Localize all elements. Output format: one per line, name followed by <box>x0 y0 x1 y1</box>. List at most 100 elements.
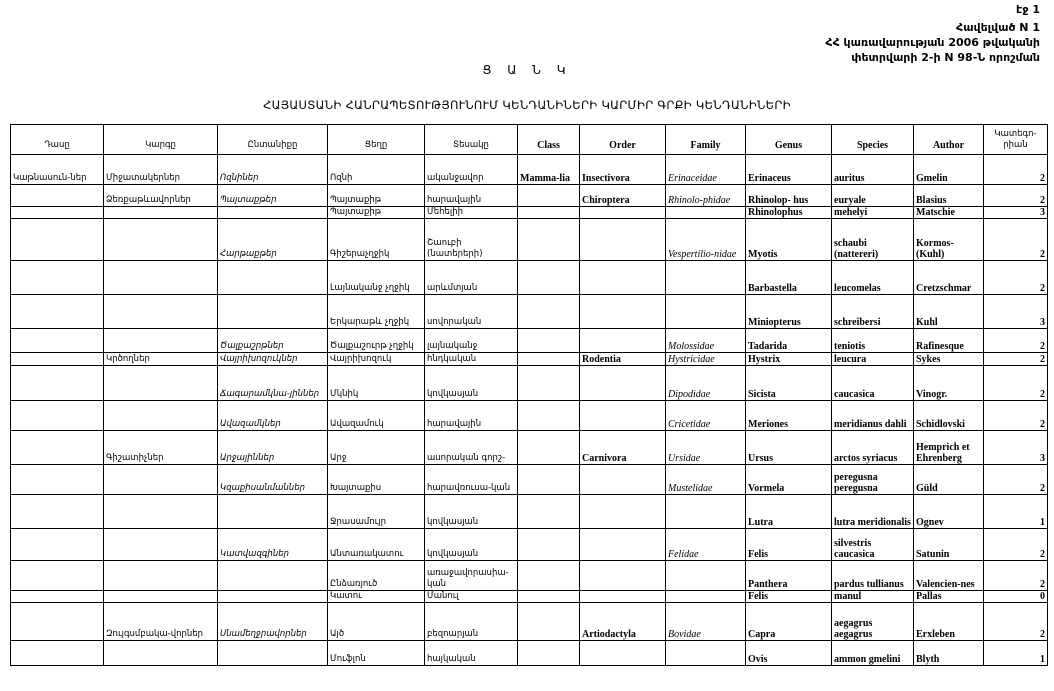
cell-order-hy <box>103 590 218 603</box>
cell-genus-hy: Այծ <box>327 602 425 641</box>
cell-genus-hy: Վայրիխոզուկ <box>327 352 425 366</box>
cell-order <box>579 328 666 353</box>
cell-family: Molossidae <box>665 328 746 353</box>
cell-order <box>579 494 666 529</box>
cell-family-hy <box>217 294 328 329</box>
cell-class <box>517 494 580 529</box>
cell-order <box>579 400 666 431</box>
cell-class-hy <box>10 560 104 591</box>
cell-category: 2 <box>983 528 1048 561</box>
cell-species-hy: հարավռուսա-կան <box>424 464 518 495</box>
cell-class-hy <box>10 328 104 353</box>
cell-species-hy: կովկասյան <box>424 494 518 529</box>
cell-genus: Meriones <box>745 400 832 431</box>
cell-genus: Barbastella <box>745 260 832 295</box>
cell-genus: Ursus <box>745 430 832 465</box>
cell-author: Matschie <box>913 206 984 219</box>
cell-class-hy <box>10 464 104 495</box>
cell-class-hy <box>10 184 104 207</box>
cell-order-hy: Միջատակերներ <box>103 154 218 185</box>
cell-species-hy: ականջավոր <box>424 154 518 185</box>
cell-class <box>517 560 580 591</box>
cell-order-hy <box>103 528 218 561</box>
cell-family: Bovidae <box>665 602 746 641</box>
table-row: Երկարաթև չղջիկ սովորական Miniopterus schrei… <box>10 294 1048 329</box>
cell-author: Sykes <box>913 352 984 366</box>
cell-species: schaubi (nattereri) <box>831 218 914 261</box>
cell-genus-hy: Ավազամուկ <box>327 400 425 431</box>
cell-author: Gmelin <box>913 154 984 185</box>
cell-family: Dipodidae <box>665 365 746 401</box>
cell-family-hy: Վայրիխոզուկներ <box>217 352 328 366</box>
cell-species-hy: առաջավորասիա-կան <box>424 560 518 591</box>
cell-order-hy <box>103 218 218 261</box>
cell-genus: Rhinolophus <box>745 206 832 219</box>
cell-family: Mustelidae <box>665 464 746 495</box>
cell-genus: Felis <box>745 528 832 561</box>
cell-class-hy <box>10 430 104 465</box>
cell-family: Felidae <box>665 528 746 561</box>
cell-family: Hystricidae <box>665 352 746 366</box>
cell-category: 2 <box>983 464 1048 495</box>
cell-species: meridianus dahli <box>831 400 914 431</box>
cell-species: teniotis <box>831 328 914 353</box>
cell-species: auritus <box>831 154 914 185</box>
cell-genus: Erinaceus <box>745 154 832 185</box>
cell-species-hy: Շաուբի (նատերերի) <box>424 218 518 261</box>
column-header-species: Species <box>831 124 914 155</box>
cell-author: Güld <box>913 464 984 495</box>
cell-class-hy <box>10 218 104 261</box>
cell-class <box>517 528 580 561</box>
cell-family: Ursidae <box>665 430 746 465</box>
cell-author: Valencien-nes <box>913 560 984 591</box>
column-header-species-hy: Տեսակը <box>424 124 518 155</box>
cell-family <box>665 294 746 329</box>
column-header-genus: Genus <box>745 124 832 155</box>
cell-order <box>579 260 666 295</box>
cell-class <box>517 206 580 219</box>
cell-class-hy <box>10 294 104 329</box>
cell-category: 3 <box>983 430 1048 465</box>
cell-category: 2 <box>983 400 1048 431</box>
cell-class <box>517 430 580 465</box>
cell-class <box>517 184 580 207</box>
cell-species-hy: սովորական <box>424 294 518 329</box>
column-header-family: Family <box>665 124 746 155</box>
appendix-line-3: փետրվարի 2-ի N 98-Ն որոշման <box>851 51 1040 64</box>
cell-species: schreibersi <box>831 294 914 329</box>
cell-category: 2 <box>983 365 1048 401</box>
cell-author: Cretzschmar <box>913 260 984 295</box>
document-subtitle: ՀԱՅԱՍՏԱՆԻ ՀԱՆՐԱՊԵՏՈՒԹՅՈՒՆՈՒՄ ԿԵՆԴԱՆԻՆԵՐԻ… <box>263 98 791 112</box>
appendix-line-2: ՀՀ կառավարության 2006 թվականի <box>825 36 1040 49</box>
cell-category: 2 <box>983 154 1048 185</box>
cell-order <box>579 206 666 219</box>
cell-category: 3 <box>983 206 1048 219</box>
cell-family: Rhinolo-phidae <box>665 184 746 207</box>
cell-genus-hy: Երկարաթև չղջիկ <box>327 294 425 329</box>
table-row: Պայտաքիթ Մեհելիի Rhinolophus mehelyi Matschi… <box>10 206 1048 219</box>
cell-author: Schidlovski <box>913 400 984 431</box>
cell-class-hy <box>10 590 104 603</box>
cell-class-hy <box>10 602 104 641</box>
cell-order <box>579 528 666 561</box>
cell-category: 1 <box>983 640 1048 666</box>
page-number: էջ 1 <box>1016 3 1040 16</box>
table-header-row: Դասը Կարգը Ընտանիքը Ցեղը Տեսակը Class Order Fam… <box>10 124 1048 155</box>
cell-order <box>579 365 666 401</box>
cell-genus: Vormela <box>745 464 832 495</box>
cell-order <box>579 464 666 495</box>
cell-class <box>517 352 580 366</box>
cell-order-hy: Գիշատիչներ <box>103 430 218 465</box>
cell-category: 2 <box>983 328 1048 353</box>
cell-species-hy: Մեհելիի <box>424 206 518 219</box>
column-header-order: Order <box>579 124 666 155</box>
cell-class <box>517 602 580 641</box>
cell-family <box>665 494 746 529</box>
cell-author: Hemprich et Ehrenberg <box>913 430 984 465</box>
cell-species: manul <box>831 590 914 603</box>
cell-class <box>517 365 580 401</box>
table-row: Հարթաքթեր Գիշերաչղջիկ Շաուբի (նատերերի) Ves… <box>10 218 1048 261</box>
cell-class <box>517 328 580 353</box>
cell-species-hy: կովկասյան <box>424 528 518 561</box>
cell-author: Pallas <box>913 590 984 603</box>
